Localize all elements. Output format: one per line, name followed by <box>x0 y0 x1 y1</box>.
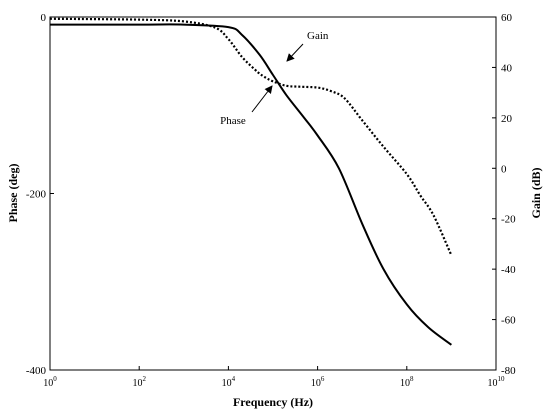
y-left-tick-label: 0 <box>41 12 47 24</box>
y-right-tick-label: -40 <box>501 264 516 276</box>
plot-frame <box>49 16 497 371</box>
y-right-tick-label: 40 <box>501 62 513 74</box>
gain-line <box>49 23 453 346</box>
y-right-tick-label: -80 <box>501 365 516 377</box>
phase-annotation-label: Phase <box>220 115 246 127</box>
annotations: Gain Phase <box>220 30 329 127</box>
series-lines <box>49 17 453 346</box>
x-tick-label: 104 <box>222 375 236 389</box>
y-left-tick-label: -200 <box>26 189 47 201</box>
gain-annotation-arrow <box>286 43 304 62</box>
x-tick-label: 106 <box>311 375 325 389</box>
x-tick-label: 108 <box>400 375 414 389</box>
x-axis-label: Frequency (Hz) <box>233 395 313 409</box>
y-right-tick-label: 60 <box>501 12 513 24</box>
axis-ticks: 100 102 104 106 108 1010 0 -200 -400 60 40 20 0 -20 -4… <box>26 12 516 389</box>
y-axis-label-right: Gain (dB) <box>529 167 543 218</box>
x-tick-label: 1010 <box>488 375 506 389</box>
y-right-tick-label: 0 <box>501 163 507 175</box>
y-axis-label-left: Phase (deg) <box>6 164 20 223</box>
x-tick-label: 100 <box>43 375 57 389</box>
y-left-tick-label: -400 <box>26 365 47 377</box>
y-right-tick-label: -20 <box>501 214 516 226</box>
y-right-tick-label: 20 <box>501 113 513 125</box>
x-tick-label: 102 <box>132 375 146 389</box>
y-right-tick-label: -60 <box>501 315 516 327</box>
phase-line <box>49 17 453 256</box>
gain-annotation-label: Gain <box>307 30 329 42</box>
phase-annotation-arrow <box>251 85 273 113</box>
